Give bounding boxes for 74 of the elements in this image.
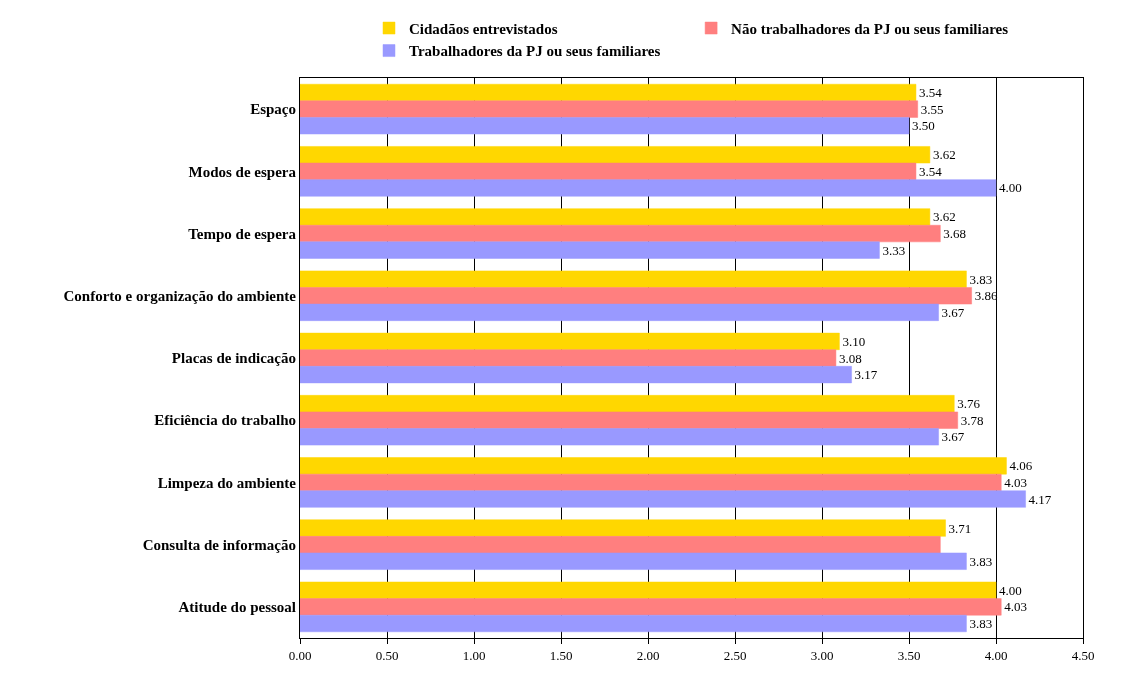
bar (300, 100, 918, 118)
bar (300, 146, 931, 164)
text: 4.00 (984, 647, 1008, 663)
bar (300, 473, 1002, 491)
text: 3.50 (897, 647, 921, 663)
y-tick-label: Eficiência do trabalho (154, 412, 296, 429)
bar (300, 287, 972, 305)
text: 3.00 (810, 647, 834, 663)
data-label: 3.83 (969, 271, 993, 287)
bar (300, 457, 1007, 475)
y-tick-label: Consulta de informação (142, 536, 296, 553)
data-label: 3.08 (838, 350, 862, 366)
text: 4.50 (1071, 647, 1095, 663)
y-tick-label: Atitude do pessoal (178, 599, 296, 616)
data-label: 4.03 (1004, 474, 1027, 490)
y-tick-label: Espaço (250, 101, 296, 118)
bar (300, 225, 941, 243)
bar (300, 519, 946, 537)
data-label: 3.33 (882, 242, 906, 258)
data-label: 4.00 (999, 180, 1022, 196)
data-label: 3.68 (943, 226, 967, 242)
data-label: 3.62 (932, 209, 956, 225)
legend-label: Cidadãos entrevistados (409, 20, 558, 37)
data-label: 3.71 (948, 520, 972, 536)
y-tick-label: Placas de indicação (171, 350, 296, 367)
text: 0.50 (375, 647, 399, 663)
bar (300, 270, 967, 288)
data-label: 4.06 (1009, 458, 1033, 474)
y-tick-label: Limpeza do ambiente (157, 474, 297, 491)
bar (300, 614, 967, 633)
data-label: 3.62 (932, 147, 956, 163)
text: 0.00 (288, 647, 312, 663)
bar (300, 366, 852, 384)
bar (300, 241, 880, 259)
data-label: 3.67 (941, 429, 965, 445)
bar (300, 552, 967, 570)
bar (300, 428, 939, 446)
data-label: 3.83 (969, 615, 993, 631)
data-label: 3.83 (969, 553, 993, 569)
bar (300, 179, 997, 197)
y-tick-label: Tempo de espera (188, 225, 297, 242)
data-label: 3.55 (920, 101, 944, 117)
bar (300, 117, 910, 135)
bar (300, 349, 837, 367)
bar (300, 208, 931, 226)
data-label: 4.17 (1028, 491, 1052, 507)
data-label: 4.00 (999, 582, 1022, 598)
bar (300, 490, 1026, 508)
bar (300, 536, 941, 554)
bar (300, 581, 997, 599)
text: 1.00 (462, 647, 486, 663)
data-label: 3.76 (957, 396, 981, 412)
bar (300, 83, 917, 102)
data-label: 3.17 (854, 367, 878, 383)
data-label: 3.67 (941, 304, 965, 320)
y-tick-label: Modos de espera (188, 163, 297, 180)
data-label: 3.78 (960, 412, 984, 428)
data-label: 3.10 (842, 333, 866, 349)
text: 2.00 (636, 647, 660, 663)
bar (300, 162, 917, 180)
bar (300, 411, 958, 429)
bar (300, 332, 840, 350)
bar (300, 395, 955, 413)
bar (300, 598, 1002, 616)
text: 1.50 (549, 647, 573, 663)
data-label: 4.03 (1004, 599, 1027, 615)
data-label: 3.50 (912, 118, 935, 134)
text: 2.50 (723, 647, 747, 663)
legend-label: Não trabalhadores da PJ ou seus familiares (731, 20, 1009, 37)
y-tick-label: Conforto e organização do ambiente (63, 288, 297, 305)
legend-label: Trabalhadores da PJ ou seus familiares (409, 43, 661, 60)
data-label: 3.54 (918, 85, 943, 101)
data-label: 3.54 (918, 163, 943, 179)
bar (300, 303, 939, 321)
